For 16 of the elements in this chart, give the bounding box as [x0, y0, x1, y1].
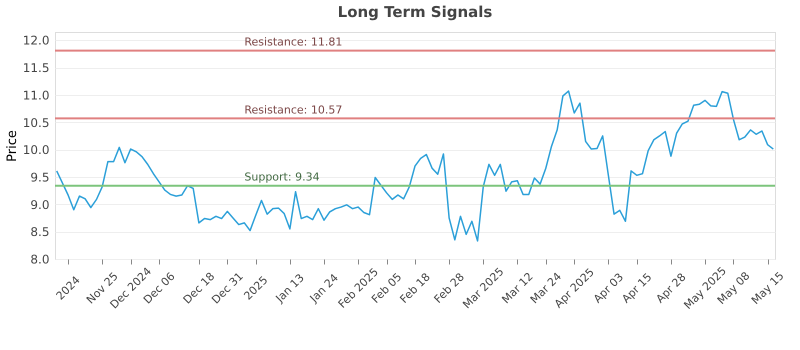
chart-title: Long Term Signals	[338, 3, 492, 21]
y-tick-label: 8.5	[30, 225, 50, 240]
y-tick-label: 9.5	[30, 170, 50, 184]
ref-line-label: Support: 9.34	[244, 170, 320, 184]
y-tick-label: 10.0	[22, 143, 50, 158]
ref-line-label: Resistance: 10.57	[244, 103, 342, 116]
y-tick-label: 9.0	[30, 198, 50, 212]
y-tick-label: 10.5	[22, 116, 50, 130]
ref-line-label: Resistance: 11.81	[244, 36, 342, 49]
y-tick-label: 11.0	[22, 88, 50, 102]
x-tick-label: Jan 13	[272, 271, 307, 306]
y-tick-label: 8.0	[30, 252, 50, 266]
y-tick-label: 11.5	[22, 61, 50, 76]
y-tick-label: 12.0	[22, 34, 50, 48]
line-series	[56, 90, 774, 242]
y-axis-title: Price	[4, 130, 20, 162]
